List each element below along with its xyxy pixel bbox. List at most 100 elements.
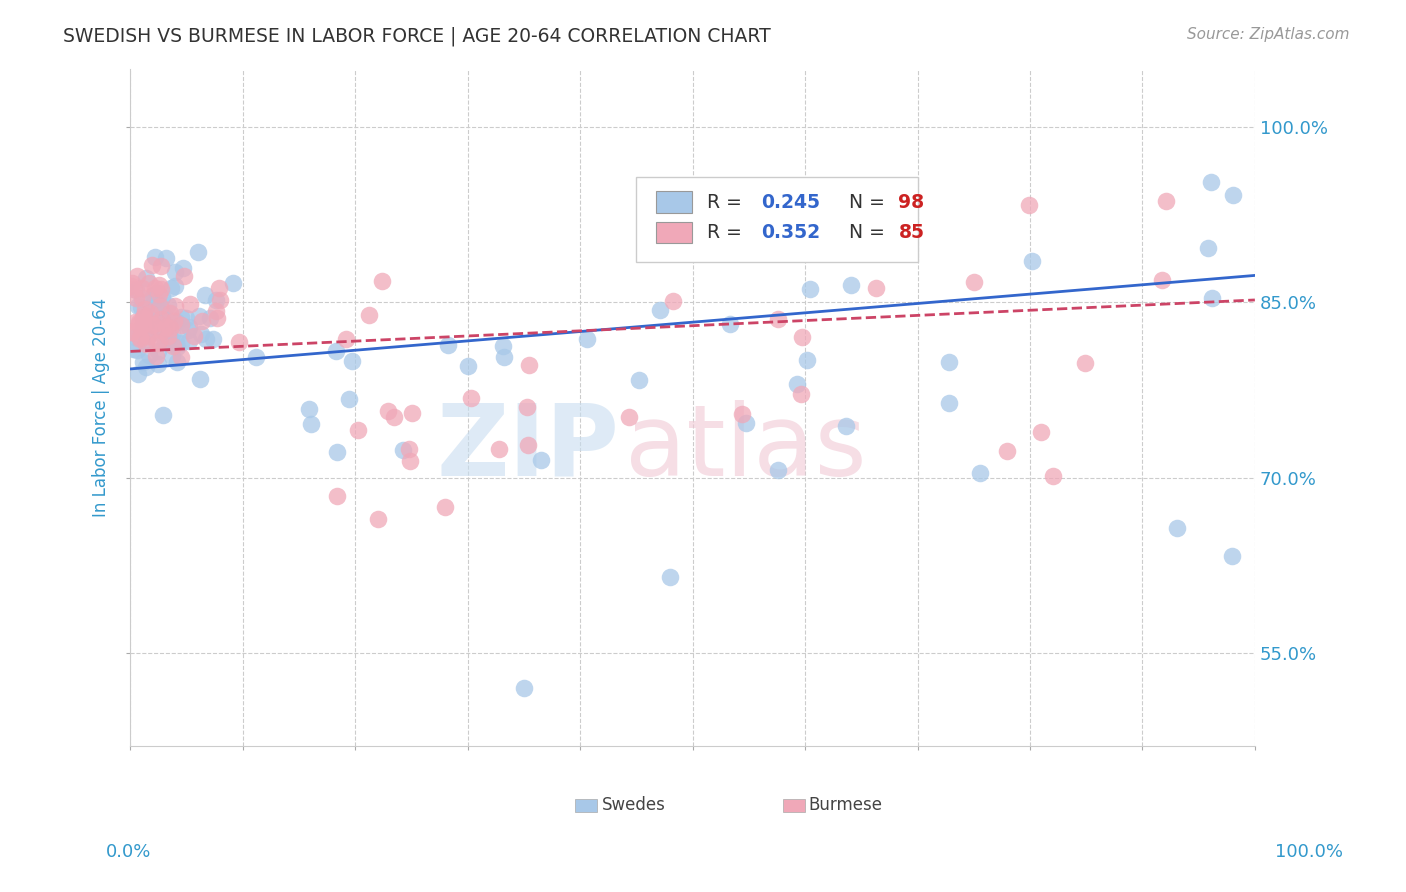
Point: [1029, 425, 1052, 439]
Text: atlas: atlas: [626, 400, 868, 497]
Point: [143, 250, 166, 264]
Point: [337, 392, 360, 406]
Point: [163, 299, 186, 313]
Point: [143, 306, 166, 320]
Point: [160, 349, 183, 363]
Point: [198, 310, 221, 325]
Point: [841, 277, 863, 292]
Point: [177, 323, 200, 337]
Point: [131, 281, 153, 295]
Text: N =: N =: [837, 223, 890, 242]
Point: [135, 359, 157, 374]
Text: 0.245: 0.245: [761, 193, 820, 211]
Point: [835, 419, 858, 434]
Point: [125, 283, 148, 297]
Point: [127, 299, 149, 313]
Point: [1201, 291, 1223, 305]
Point: [159, 281, 181, 295]
Point: [166, 340, 188, 354]
Point: [170, 310, 193, 324]
Point: [155, 320, 177, 334]
Point: [786, 377, 808, 392]
Point: [142, 318, 165, 332]
Point: [157, 329, 180, 343]
Point: [1166, 521, 1188, 535]
Point: [222, 276, 245, 290]
Point: [128, 318, 150, 332]
FancyBboxPatch shape: [655, 191, 692, 213]
Point: [131, 291, 153, 305]
Point: [120, 278, 142, 293]
Point: [205, 304, 228, 318]
Text: R =: R =: [707, 193, 748, 211]
Point: [188, 372, 211, 386]
Point: [129, 330, 152, 344]
Point: [132, 316, 155, 330]
Point: [149, 311, 172, 326]
Text: 0.0%: 0.0%: [105, 843, 150, 861]
Point: [148, 287, 170, 301]
Point: [149, 299, 172, 313]
Point: [734, 416, 756, 430]
Point: [179, 334, 201, 348]
Point: [145, 349, 167, 363]
Point: [204, 293, 226, 307]
Point: [141, 258, 163, 272]
Point: [131, 354, 153, 368]
Point: [517, 358, 540, 372]
Text: SWEDISH VS BURMESE IN LABOR FORCE | AGE 20-64 CORRELATION CHART: SWEDISH VS BURMESE IN LABOR FORCE | AGE …: [63, 27, 770, 46]
Point: [194, 287, 217, 301]
Text: Swedes: Swedes: [602, 796, 665, 814]
Point: [128, 315, 150, 329]
Point: [399, 454, 422, 468]
Point: [342, 354, 364, 368]
Point: [152, 408, 174, 422]
Point: [1199, 175, 1222, 189]
Point: [120, 325, 142, 339]
Point: [143, 293, 166, 307]
Point: [1222, 188, 1244, 202]
Point: [153, 334, 176, 348]
Point: [516, 400, 538, 414]
Point: [208, 293, 231, 307]
Point: [138, 329, 160, 343]
Point: [138, 294, 160, 309]
Point: [195, 332, 218, 346]
Point: [401, 406, 423, 420]
Text: 98: 98: [898, 193, 925, 211]
Text: ZIP: ZIP: [437, 400, 620, 497]
Point: [122, 342, 145, 356]
Point: [172, 261, 194, 276]
Point: [326, 489, 349, 503]
Point: [766, 463, 789, 477]
Point: [159, 306, 181, 320]
Point: [1074, 356, 1097, 370]
Point: [576, 332, 599, 346]
Point: [662, 293, 685, 308]
Point: [245, 350, 267, 364]
Point: [142, 288, 165, 302]
Point: [132, 311, 155, 326]
Point: [127, 343, 149, 357]
Point: [127, 269, 149, 284]
Point: [648, 303, 671, 318]
Point: [170, 318, 193, 332]
Point: [377, 404, 399, 418]
Point: [437, 338, 460, 352]
Point: [135, 334, 157, 348]
Point: [160, 326, 183, 341]
Point: [162, 339, 184, 353]
Text: 0.352: 0.352: [761, 223, 820, 242]
Point: [138, 348, 160, 362]
Point: [143, 319, 166, 334]
Point: [152, 307, 174, 321]
Point: [155, 311, 177, 326]
Point: [166, 355, 188, 369]
Point: [299, 417, 322, 431]
FancyBboxPatch shape: [783, 798, 806, 813]
Point: [165, 335, 187, 350]
Point: [494, 350, 516, 364]
Point: [969, 466, 991, 480]
Point: [135, 337, 157, 351]
Point: [150, 259, 173, 273]
